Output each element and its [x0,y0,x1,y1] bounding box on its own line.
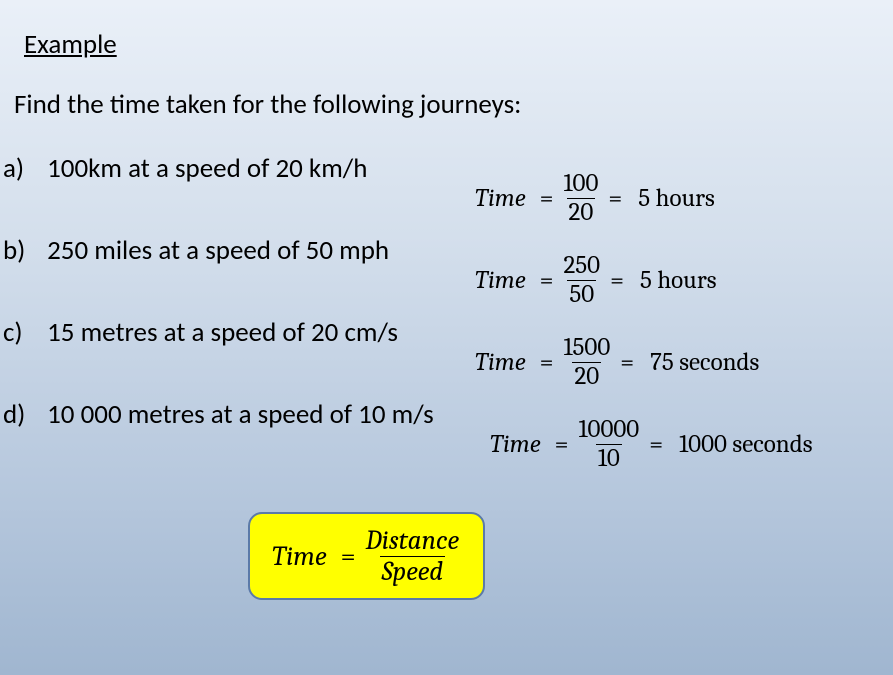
problem-a: a) 100km at a speed of 20 km/h [3,152,367,185]
equals-sign: = [555,430,569,459]
formula-b: Time = 250 50 = 5 hours [475,252,717,308]
formula-a-denominator: 20 [567,198,596,227]
formula-d-fraction: 10000 10 [576,416,641,472]
formula-c: Time = 1500 20 = 75 seconds [475,334,759,390]
instruction-text: Find the time taken for the following jo… [14,88,521,121]
equals-sign: = [649,430,663,459]
main-formula-denominator: Speed [380,556,445,587]
formula-d-label: Time [490,430,541,459]
formula-a: Time = 100 20 = 5 hours [475,170,715,226]
main-formula-label: Time [272,541,327,572]
formula-c-result: 75 seconds [650,348,759,377]
main-formula-box: Time = Distance Speed [248,512,485,600]
formula-c-denominator: 20 [572,362,601,391]
formula-d-result: 1000 seconds [679,430,812,459]
problem-a-text: 100km at a speed of 20 km/h [47,152,367,185]
problem-b: b) 250 miles at a speed of 50 mph [3,234,389,267]
formula-a-result: 5 hours [638,184,715,213]
main-formula-numerator: Distance [364,526,461,556]
formula-c-fraction: 1500 20 [561,334,612,390]
problem-c-text: 15 metres at a speed of 20 cm/s [47,316,398,349]
problem-d-text: 10 000 metres at a speed of 10 m/s [47,398,434,431]
formula-b-label: Time [475,266,526,295]
equals-sign: = [540,348,554,377]
example-heading: Example [24,28,117,61]
equals-sign: = [540,184,554,213]
formula-d: Time = 10000 10 = 1000 seconds [490,416,813,472]
problem-a-letter: a) [3,152,41,185]
main-formula-fraction: Distance Speed [364,526,461,586]
formula-d-numerator: 10000 [576,416,641,444]
equals-sign: = [610,266,624,295]
formula-a-numerator: 100 [561,170,600,198]
formula-b-denominator: 50 [567,280,596,309]
formula-a-label: Time [475,184,526,213]
formula-a-fraction: 100 20 [561,170,600,226]
equals-sign: = [620,348,634,377]
problem-d: d) 10 000 metres at a speed of 10 m/s [3,398,434,431]
formula-b-fraction: 250 50 [561,252,602,308]
formula-b-numerator: 250 [561,252,602,280]
problem-b-letter: b) [3,234,41,267]
equals-sign: = [540,266,554,295]
problem-b-text: 250 miles at a speed of 50 mph [47,234,389,267]
problem-d-letter: d) [3,398,41,431]
formula-c-numerator: 1500 [561,334,612,362]
problem-c-letter: c) [3,316,41,349]
problem-c: c) 15 metres at a speed of 20 cm/s [3,316,398,349]
equals-sign: = [608,184,622,213]
equals-sign: = [341,541,356,572]
formula-d-denominator: 10 [596,444,622,473]
formula-c-label: Time [475,348,526,377]
formula-b-result: 5 hours [640,266,717,295]
